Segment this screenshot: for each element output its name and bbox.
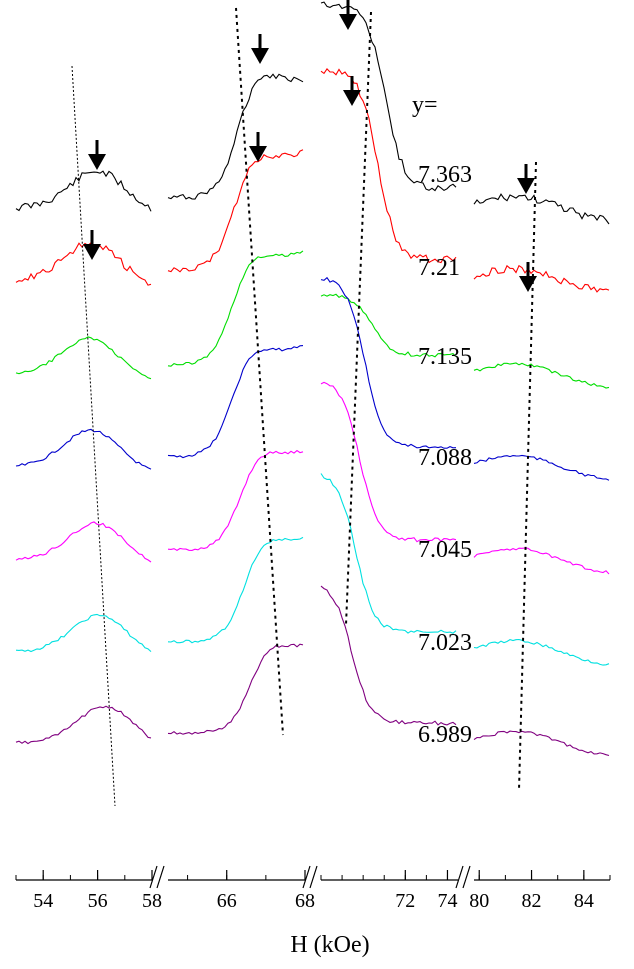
peak-trend-line: [518, 161, 537, 791]
series-line-7-363: [15, 170, 152, 212]
peak-arrow-head: [249, 146, 267, 162]
series-line-7-023: [167, 536, 304, 644]
series-line-7-135: [473, 362, 610, 389]
series-line-7-135: [167, 250, 304, 367]
x-tick-label: 54: [33, 890, 53, 912]
traces: [15, 1, 610, 757]
series-line-7-21: [473, 264, 610, 293]
series-line-7-045: [167, 449, 304, 552]
series-line-7-088: [167, 345, 304, 459]
series-label: 7.21: [418, 255, 460, 281]
axis-break-mark: [149, 865, 158, 889]
y-label-header: y=: [412, 92, 438, 118]
series-label: 6.989: [418, 722, 472, 748]
series-line-6-989: [167, 643, 304, 735]
series-line-7-023: [320, 473, 457, 634]
series-line-7-088: [15, 428, 152, 470]
series-label: 7.135: [418, 344, 472, 370]
series-line-6-989: [15, 705, 152, 745]
series-line-7-045: [15, 521, 152, 563]
series-label: 7.023: [418, 630, 472, 656]
guide-lines: [71, 7, 537, 807]
series-labels: y= 7.363 7.21 7.135 7.088 7.045 7.023 6.989: [412, 92, 472, 748]
series-line-7-21: [320, 68, 457, 264]
series-label: 7.088: [418, 445, 472, 471]
peak-trend-line: [345, 11, 372, 626]
peak-arrow-head: [88, 154, 106, 170]
series-line-7-088: [320, 276, 457, 449]
x-tick-label: 80: [469, 890, 489, 912]
peak-arrow-head: [519, 276, 537, 292]
series-line-7-363: [320, 1, 457, 192]
series-line-7-023: [473, 638, 610, 666]
series-line-7-045: [473, 547, 610, 575]
peak-trend-line: [71, 65, 116, 807]
axis-break-mark: [302, 865, 311, 889]
series-line-7-088: [473, 454, 610, 481]
peak-arrow-head: [83, 244, 101, 260]
axis-break-mark: [455, 865, 464, 889]
series-line-7-21: [167, 149, 304, 273]
peak-arrow-head: [251, 48, 269, 64]
series-line-7-135: [320, 293, 457, 358]
x-tick-label: 82: [522, 890, 542, 912]
series-line-7-363: [473, 193, 610, 225]
peak-arrow-head: [343, 90, 361, 106]
series-line-7-023: [15, 613, 152, 653]
peak-arrow-head: [339, 14, 357, 30]
peak-arrows: [83, 0, 537, 292]
series-line-7-363: [167, 73, 304, 200]
x-tick-label: 84: [574, 890, 594, 912]
axis-break-mark: [462, 865, 471, 889]
x-axis-title: H (kOe): [290, 932, 369, 958]
x-tick-label: 66: [217, 890, 237, 912]
axis-break-mark: [156, 865, 165, 889]
x-tick-label: 72: [395, 890, 415, 912]
peak-trend-line: [235, 7, 284, 736]
x-tick-label: 68: [295, 890, 315, 912]
x-tick-label: 58: [142, 890, 162, 912]
x-tick-label: 74: [437, 890, 457, 912]
peak-arrow-head: [517, 178, 535, 194]
series-line-7-135: [15, 336, 152, 380]
series-line-6-989: [320, 585, 457, 726]
series-line-6-989: [473, 730, 610, 757]
series-label: 7.045: [418, 537, 472, 563]
x-axis: 54 56 58 66 68 72 74 80 82 84: [15, 865, 611, 912]
series-line-7-045: [320, 381, 457, 543]
series-line-7-21: [15, 241, 152, 286]
axis-break-mark: [309, 865, 318, 889]
x-tick-label: 56: [88, 890, 108, 912]
series-label: 7.363: [418, 162, 472, 188]
